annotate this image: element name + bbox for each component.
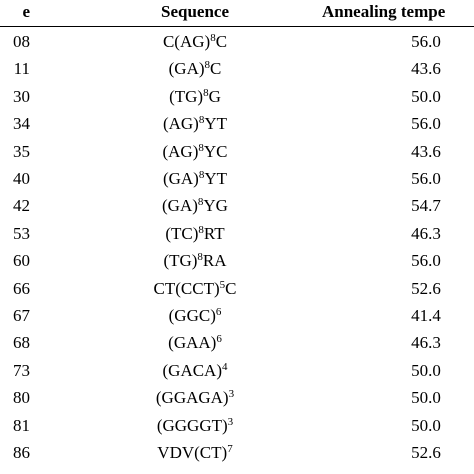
annealing-temperature-cell: 52.6 xyxy=(411,443,441,462)
sequence-cell: (TC)8RT xyxy=(165,223,225,243)
repeat-count: 8 xyxy=(197,196,204,209)
primer-name-cell: 35 xyxy=(13,141,30,161)
repeat-count: 8 xyxy=(198,223,204,236)
primer-name-cell: 34 xyxy=(13,114,30,134)
table-row: 67 (GGC)6 41.4 xyxy=(0,302,474,329)
primer-name-cell: 67 xyxy=(13,306,30,325)
annealing-temperature-cell: 50.0 xyxy=(411,360,441,380)
header-name: e xyxy=(22,2,30,21)
table-row: 53 (TC)8RT 46.3 xyxy=(0,220,474,247)
annealing-temperature-cell: 50.0 xyxy=(411,415,441,435)
primer-name-cell: 60 xyxy=(13,251,30,271)
annealing-temperature-cell: 54.7 xyxy=(411,196,441,216)
sequence-cell: VDV(CT)7 xyxy=(157,443,233,462)
repeat-count: 8 xyxy=(210,32,216,44)
primer-name-cell: 80 xyxy=(13,388,30,408)
header-rule xyxy=(0,26,474,27)
repeat-count: 4 xyxy=(222,360,228,373)
primer-name-cell: 53 xyxy=(13,223,30,243)
table-row: 35 (AG)8YC 43.6 xyxy=(0,138,474,165)
table-row: 60 (TG)8RA 56.0 xyxy=(0,247,474,274)
table-row: 68 (GAA)6 46.3 xyxy=(0,329,474,356)
table-row: 81 (GGGGT)3 50.0 xyxy=(0,412,474,439)
repeat-count: 8 xyxy=(198,114,205,127)
table-row: 80 (GGAGA)3 50.0 xyxy=(0,384,474,411)
sequence-cell: (AG)8YT xyxy=(162,114,228,134)
repeat-count: 8 xyxy=(203,86,209,99)
primer-name-cell: 11 xyxy=(13,59,30,79)
table-row: 08 C(AG)8C 56.0 xyxy=(0,28,474,55)
sequence-cell: (GACA)4 xyxy=(162,360,228,380)
annealing-temperature-cell: 46.3 xyxy=(411,333,441,353)
repeat-count: 6 xyxy=(216,333,222,346)
sequence-cell: (GA)8C xyxy=(168,59,222,79)
table-row: 11 (GA)8C 43.6 xyxy=(0,55,474,82)
sequence-cell: (GA)8YT xyxy=(162,169,228,188)
primer-name-cell: 42 xyxy=(13,196,30,216)
sequence-cell: (AG)8YC xyxy=(162,141,228,161)
sequence-cell: (GGGGT)3 xyxy=(156,415,234,435)
repeat-count: 8 xyxy=(197,251,203,264)
primer-name-cell: 30 xyxy=(13,86,30,106)
sequence-cell: (TG)8RA xyxy=(163,251,227,271)
annealing-temperature-cell: 56.0 xyxy=(411,32,441,51)
sequence-cell: CT(CCT)5C xyxy=(153,278,237,298)
sequence-cell: (GAA)6 xyxy=(168,333,222,353)
repeat-count: 8 xyxy=(204,59,211,72)
sequence-cell: C(AG)8C xyxy=(162,32,228,51)
primer-name-cell: 86 xyxy=(13,443,30,462)
annealing-temperature-cell: 46.3 xyxy=(411,223,441,243)
primer-name-cell: 68 xyxy=(13,333,30,353)
annealing-temperature-cell: 56.0 xyxy=(411,169,441,188)
table-row: 30 (TG)8G 50.0 xyxy=(0,83,474,110)
table-row: 66 CT(CCT)5C 52.6 xyxy=(0,275,474,302)
annealing-temperature-cell: 56.0 xyxy=(411,114,441,134)
sequence-cell: (GGAGA)3 xyxy=(155,388,235,408)
annealing-temperature-cell: 43.6 xyxy=(411,141,441,161)
primer-name-cell: 73 xyxy=(13,360,30,380)
repeat-count: 7 xyxy=(227,443,233,455)
repeat-count: 8 xyxy=(198,141,204,154)
repeat-count: 6 xyxy=(215,306,222,318)
sequence-cell: (GA)8YG xyxy=(162,196,228,216)
table-row: 40 (GA)8YT 56.0 xyxy=(0,165,474,192)
primer-name-cell: 66 xyxy=(13,278,30,298)
header-annealing-temperature: Annealing tempe xyxy=(322,2,446,21)
repeat-count: 3 xyxy=(227,415,234,428)
header-sequence: Sequence xyxy=(161,2,229,21)
repeat-count: 5 xyxy=(219,278,226,291)
repeat-count: 3 xyxy=(228,388,235,401)
annealing-temperature-cell: 50.0 xyxy=(411,388,441,408)
table-row: 42 (GA)8YG 54.7 xyxy=(0,192,474,219)
table-row: 73 (GACA)4 50.0 xyxy=(0,357,474,384)
primer-name-cell: 81 xyxy=(13,415,30,435)
table-row: 86 VDV(CT)7 52.6 xyxy=(0,439,474,466)
sequence-cell: (GGC)6 xyxy=(168,306,222,325)
annealing-temperature-cell: 50.0 xyxy=(411,86,441,106)
annealing-temperature-cell: 52.6 xyxy=(411,278,441,298)
table-row: 34 (AG)8YT 56.0 xyxy=(0,110,474,137)
primer-name-cell: 08 xyxy=(13,32,30,51)
annealing-temperature-cell: 56.0 xyxy=(411,251,441,271)
annealing-temperature-cell: 43.6 xyxy=(411,59,441,79)
repeat-count: 8 xyxy=(198,169,205,181)
primer-name-cell: 40 xyxy=(13,169,30,188)
annealing-temperature-cell: 41.4 xyxy=(411,306,441,325)
sequence-cell: (TG)8G xyxy=(169,86,221,106)
